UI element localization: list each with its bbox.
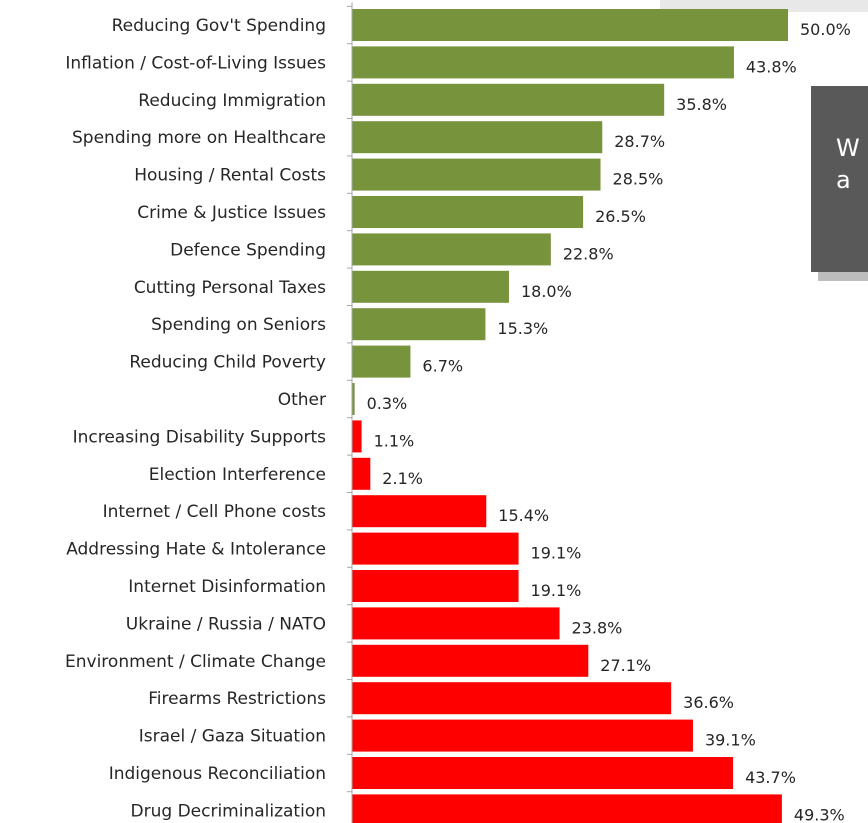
bar	[352, 46, 734, 79]
value-label: 50.0%	[800, 20, 851, 39]
bar	[352, 345, 411, 378]
category-label: Ukraine / Russia / NATO	[126, 614, 326, 634]
category-label: Election Interference	[149, 465, 326, 485]
category-label: Israel / Gaza Situation	[139, 727, 326, 747]
category-label: Cutting Personal Taxes	[134, 278, 326, 298]
category-label: Crime & Justice Issues	[137, 203, 326, 223]
bar	[352, 495, 487, 528]
bar	[352, 570, 519, 602]
category-label: Drug Decriminalization	[131, 801, 326, 821]
value-label: 43.8%	[746, 57, 797, 76]
bars-group	[352, 9, 788, 823]
category-axis	[347, 2, 353, 823]
value-label: 19.1%	[531, 544, 582, 563]
category-label: Firearms Restrictions	[148, 689, 326, 709]
category-label: Indigenous Reconciliation	[109, 764, 326, 784]
category-label: Environment / Climate Change	[65, 652, 326, 672]
bar	[352, 682, 672, 715]
category-labels-group: Reducing Gov't Spending Inflation / Cost-…	[65, 16, 326, 821]
bar	[352, 9, 788, 41]
callout-line-2: a	[836, 166, 851, 194]
bar	[352, 420, 362, 453]
category-label: Addressing Hate & Intolerance	[66, 540, 326, 560]
bar	[352, 83, 665, 116]
value-label: 0.3%	[367, 394, 408, 413]
bar	[352, 607, 560, 640]
bar	[352, 794, 782, 823]
value-label: 18.0%	[521, 282, 572, 301]
bar	[352, 158, 601, 191]
value-label: 15.3%	[497, 319, 548, 338]
value-label: 2.1%	[382, 469, 423, 488]
callout-box: W a	[811, 86, 868, 272]
value-labels-group: 50.0%43.8% 35.8% 28.7% 28.5% 26.5% 22.8% 18.0%…	[367, 20, 851, 823]
callout-line-1: W	[836, 134, 860, 162]
category-label: Spending more on Healthcare	[72, 128, 326, 148]
category-label: Spending on Seniors	[151, 315, 326, 335]
category-label: Housing / Rental Costs	[134, 166, 326, 186]
bar	[352, 757, 734, 789]
category-label: Other	[278, 390, 326, 410]
value-label: 26.5%	[595, 207, 646, 226]
category-label: Reducing Child Poverty	[129, 353, 326, 373]
bar	[352, 308, 486, 341]
value-label: 19.1%	[531, 581, 582, 600]
category-label: Inflation / Cost-of-Living Issues	[65, 53, 326, 73]
value-label: 28.7%	[614, 132, 665, 151]
category-label: Reducing Gov't Spending	[112, 16, 326, 36]
category-label: Internet Disinformation	[128, 577, 326, 597]
bar	[352, 233, 551, 266]
category-label: Increasing Disability Supports	[73, 427, 327, 447]
bar	[352, 270, 509, 303]
value-label: 22.8%	[563, 244, 614, 263]
bar	[352, 457, 371, 490]
bar	[352, 121, 603, 154]
bar	[352, 196, 584, 228]
bar	[352, 383, 355, 415]
bar	[352, 719, 693, 752]
category-label: Internet / Cell Phone costs	[103, 502, 327, 522]
category-label: Reducing Immigration	[138, 91, 326, 111]
bar	[352, 532, 519, 565]
value-label: 39.1%	[705, 731, 756, 750]
value-label: 28.5%	[613, 170, 664, 189]
value-label: 6.7%	[422, 357, 463, 376]
category-label: Defence Spending	[170, 240, 326, 260]
value-label: 1.1%	[374, 431, 415, 450]
bar	[352, 644, 589, 677]
value-label: 43.7%	[745, 768, 796, 787]
value-label: 35.8%	[676, 95, 727, 114]
value-label: 15.4%	[498, 506, 549, 525]
value-label: 36.6%	[683, 693, 734, 712]
value-label: 27.1%	[600, 656, 651, 675]
value-label: 23.8%	[572, 618, 623, 637]
value-label: 49.3%	[794, 805, 845, 823]
